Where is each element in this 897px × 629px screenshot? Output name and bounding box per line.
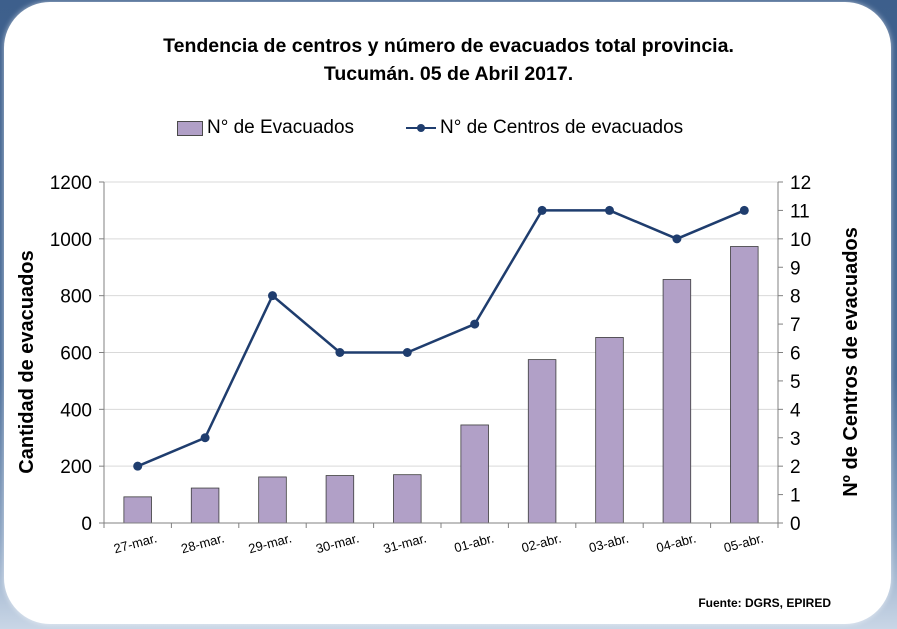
chart-title-block: Tendencia de centros y número de evacuad… [0, 32, 897, 88]
left-tick-label: 0 [81, 514, 92, 535]
x-tick-label: 02-abr. [520, 530, 563, 555]
left-tick-label: 1000 [50, 230, 92, 251]
source-note: Fuente: DGRS, EPIRED [698, 596, 831, 610]
line-point-29-mar. [268, 291, 277, 301]
bar-28-mar. [190, 487, 220, 524]
x-tick-label: 03-abr. [587, 530, 630, 555]
x-axis-ticks: 27-mar. 28-mar. 29-mar. 30-mar. 31-mar. 01-ab… [103, 523, 779, 556]
line-point-05-abr. [739, 205, 749, 215]
right-tick-label: 1 [790, 486, 801, 507]
bar-30-mar. [325, 475, 355, 524]
left-tick-label: 600 [60, 344, 92, 365]
right-tick-label: 7 [790, 315, 801, 336]
x-tick-label: 29-mar. [247, 530, 293, 556]
x-tick-label: 31-mar. [382, 530, 428, 556]
legend-item-evacuados: N° de Evacuados [177, 117, 354, 139]
right-tick-label: 11 [790, 201, 810, 222]
legend-item-centros: N° de Centros de evacuados [406, 117, 683, 139]
line-path [137, 209, 745, 468]
line-point-30-mar. [335, 348, 345, 357]
bar-29-mar. [258, 476, 287, 524]
line-point-04-abr. [672, 234, 682, 244]
chart-legend: N° de Evacuados N° de Centros de evacuad… [0, 117, 897, 143]
line-point-01-abr. [470, 319, 480, 329]
left-tick-label: 400 [60, 400, 92, 421]
chart-title: Tendencia de centros y número de evacuad… [163, 35, 734, 57]
bar-27-mar. [123, 496, 152, 524]
left-tick-label: 200 [60, 457, 92, 478]
line-point-02-abr. [537, 205, 547, 215]
bar-31-mar. [393, 474, 422, 524]
bar-02-abr. [527, 359, 557, 524]
right-tick-label: 6 [790, 344, 801, 365]
x-tick-label: 05-abr. [722, 530, 765, 555]
bar-01-abr. [460, 424, 489, 524]
legend-bar-swatch [177, 120, 203, 136]
bar-05-abr. [730, 246, 759, 524]
right-tick-label: 5 [790, 372, 801, 393]
x-tick-label: 27-mar. [112, 530, 158, 556]
line-point-31-mar. [402, 348, 412, 357]
right-tick-label: 3 [790, 429, 801, 450]
y2-axis-title: Nº de Centros de evacuados [840, 227, 862, 497]
right-tick-label: 8 [790, 287, 801, 308]
bar-03-abr. [595, 337, 624, 524]
left-axis-ticks: 0 200 400 600 800 1000 1200 [50, 173, 104, 535]
x-tick-label: 04-abr. [655, 530, 698, 555]
right-tick-label: 0 [790, 514, 801, 535]
x-tick-label: 01-abr. [452, 530, 495, 555]
left-tick-label: 1200 [50, 173, 92, 194]
right-tick-label: 12 [790, 173, 811, 194]
right-tick-label: 9 [790, 258, 801, 279]
legend-label-centros: N° de Centros de evacuados [440, 117, 684, 138]
x-tick-label: 30-mar. [314, 530, 360, 556]
right-tick-label: 10 [790, 230, 811, 251]
right-tick-label: 4 [790, 400, 801, 421]
line-point-03-abr. [605, 205, 614, 215]
bar-04-abr. [662, 279, 692, 524]
legend-label-evacuados: N° de Evacuados [207, 117, 355, 138]
legend-line-swatch [406, 121, 436, 135]
line-point-28-mar. [200, 433, 210, 443]
line-series [133, 205, 749, 471]
bar-series [123, 246, 759, 524]
chart-subtitle: Tucumán. 05 de Abril 2017. [323, 63, 574, 85]
y-axis-title: Cantidad de evacuados [16, 250, 38, 473]
right-tick-label: 2 [790, 457, 801, 478]
x-tick-label: 28-mar. [179, 530, 225, 556]
line-point-27-mar. [133, 461, 143, 471]
left-tick-label: 800 [60, 287, 92, 308]
